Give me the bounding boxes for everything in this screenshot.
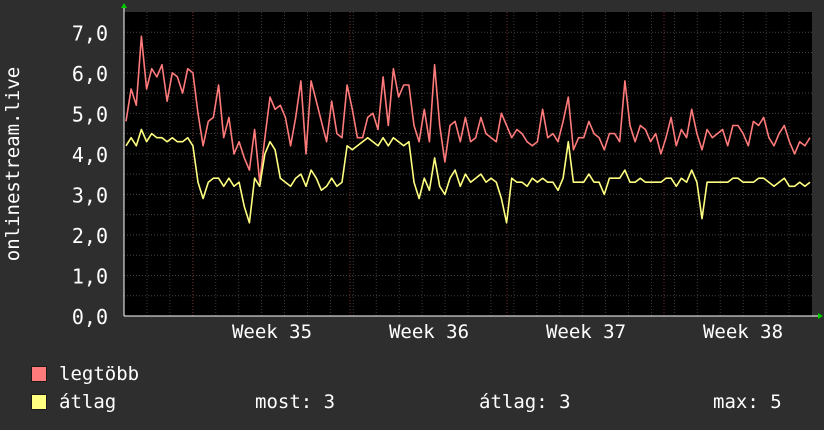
series-line-max bbox=[125, 35, 811, 183]
y-axis-arrow bbox=[121, 3, 127, 8]
x-tick-label: Week 35 bbox=[232, 321, 312, 343]
y-tick-label: 6,0 bbox=[72, 62, 108, 86]
legend-item-max: legtöbb bbox=[31, 363, 331, 385]
y-tick-label: 3,0 bbox=[72, 183, 108, 207]
y-tick-label: 5,0 bbox=[72, 102, 108, 126]
x-axis-arrow bbox=[818, 313, 823, 319]
plot-area bbox=[124, 12, 812, 316]
legend-label-avg: átlag bbox=[59, 391, 117, 413]
x-tick-label: Week 36 bbox=[389, 321, 469, 343]
legend-swatch-max bbox=[31, 366, 47, 382]
y-tick-label: 7,0 bbox=[72, 21, 108, 45]
legend-swatch-avg bbox=[31, 394, 47, 410]
stat-now: most: 3 bbox=[255, 391, 336, 413]
series-line-avg bbox=[125, 128, 811, 224]
y-tick-label: 2,0 bbox=[72, 224, 108, 248]
x-tick-label: Week 37 bbox=[546, 321, 626, 343]
y-tick-label: 4,0 bbox=[72, 143, 108, 167]
y-tick-label: 1,0 bbox=[72, 264, 108, 288]
stat-avg: átlag: 3 bbox=[479, 391, 571, 413]
stat-max: max: 5 bbox=[713, 391, 782, 413]
y-tick-label: 0,0 bbox=[72, 305, 108, 329]
legend-label-max: legtöbb bbox=[59, 363, 140, 385]
x-tick-label: Week 38 bbox=[703, 321, 783, 343]
y-axis-title: onlinestream.live bbox=[2, 67, 24, 261]
legend-item-avg: átlag most: 3 átlag: 3 max: 5 bbox=[31, 391, 811, 413]
